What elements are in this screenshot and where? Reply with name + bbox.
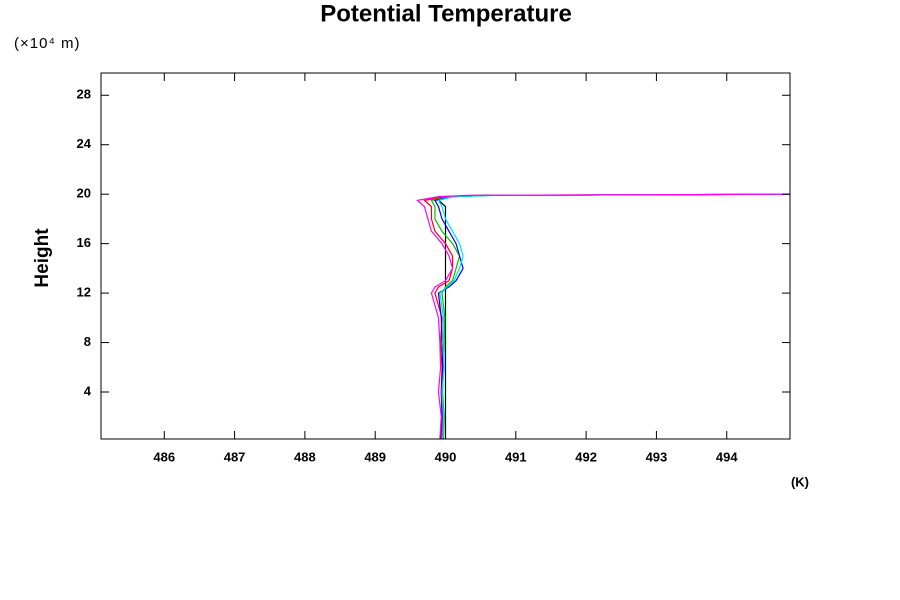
profile-line xyxy=(434,193,790,439)
profile-line xyxy=(437,193,790,439)
x-tick-label: 488 xyxy=(294,449,316,464)
y-tick-label: 20 xyxy=(77,186,91,201)
plot-area xyxy=(416,193,790,439)
x-tick-label: 487 xyxy=(224,449,246,464)
x-tick-label: 492 xyxy=(575,449,597,464)
y-tick-label: 12 xyxy=(77,285,91,300)
profile-line xyxy=(423,193,790,439)
x-tick-label: 489 xyxy=(364,449,386,464)
y-axis-title: Height xyxy=(32,228,53,288)
x-tick-label: 494 xyxy=(716,449,738,464)
y-tick-label: 24 xyxy=(77,136,92,151)
profile-line xyxy=(430,193,790,439)
x-tick-label: 493 xyxy=(646,449,668,464)
x-tick-label: 491 xyxy=(505,449,527,464)
chart-title: Potential Temperature xyxy=(320,0,572,27)
y-tick-label: 28 xyxy=(77,87,91,102)
y-unit: (×10⁴ m) xyxy=(14,35,81,52)
profile-line xyxy=(416,193,790,439)
x-tick-label: 490 xyxy=(435,449,457,464)
x-tick-label: 486 xyxy=(153,449,175,464)
x-unit: (K) xyxy=(791,474,809,489)
profile-line xyxy=(437,193,790,439)
y-tick-label: 16 xyxy=(77,235,91,250)
y-tick-label: 4 xyxy=(84,383,92,398)
y-tick-label: 8 xyxy=(84,334,91,349)
